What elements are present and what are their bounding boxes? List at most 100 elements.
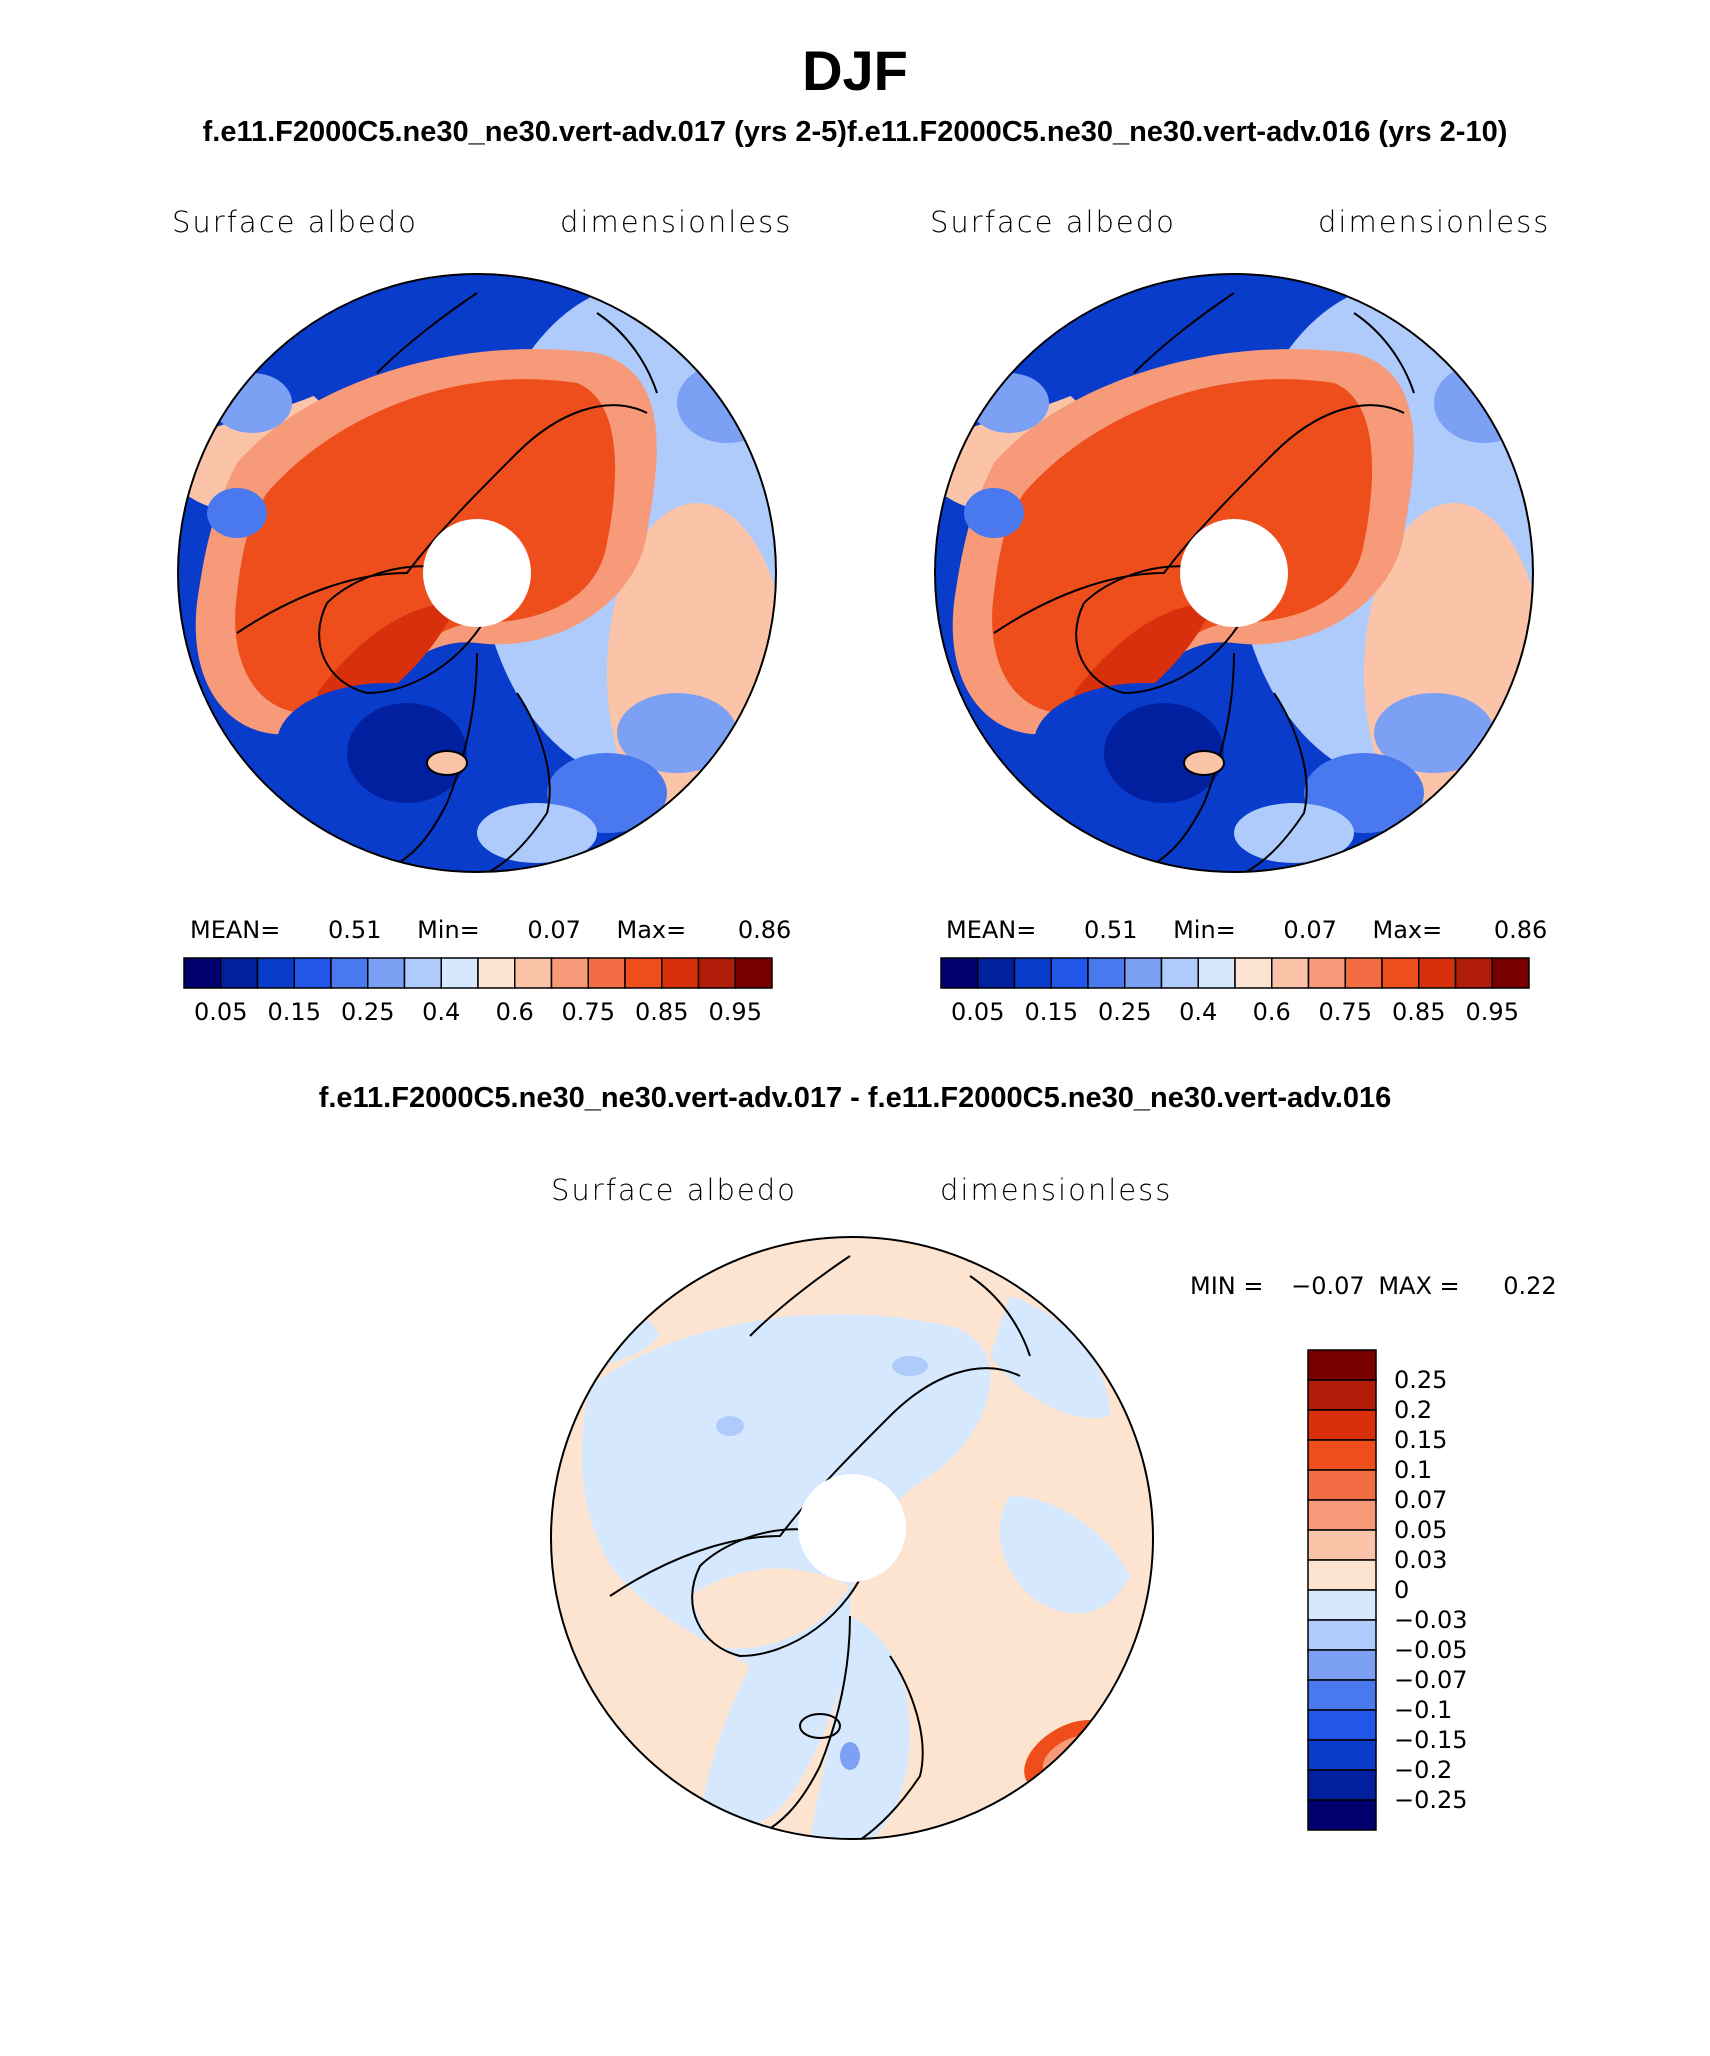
colorbar-tick-label: 0.4 <box>422 998 461 1026</box>
colorbar-tick-label: −0.1 <box>1394 1696 1453 1724</box>
colorbar-swatch <box>1381 957 1420 989</box>
left-min-label: Min= <box>417 916 480 944</box>
left-colorbar <box>183 957 773 989</box>
diff-polar-map <box>550 1236 1154 1840</box>
colorbar-tick-label: 0.75 <box>561 998 615 1026</box>
colorbar-swatch <box>940 957 979 989</box>
diff-min-value: −0.07 <box>1291 1272 1365 1300</box>
colorbar-tick-label: 0.85 <box>1392 998 1446 1026</box>
colorbar-swatch <box>1307 1709 1377 1741</box>
colorbar-swatch <box>1307 1799 1377 1831</box>
colorbar-swatch <box>183 957 222 989</box>
colorbar-swatch <box>477 957 516 989</box>
colorbar-tick-label: 0.15 <box>1024 998 1078 1026</box>
right-max-value: 0.86 <box>1493 916 1548 944</box>
colorbar-swatch <box>1307 1739 1377 1771</box>
colorbar-tick-label: 0.07 <box>1394 1486 1448 1514</box>
colorbar-swatch <box>1307 1769 1377 1801</box>
subtitle-left: f.e11.F2000C5.ne30_ne30.vert-adv.017 (yr… <box>202 116 847 148</box>
colorbar-swatch <box>403 957 442 989</box>
left-max-label: Max= <box>616 916 687 944</box>
colorbar-tick-label: 0.1 <box>1394 1456 1433 1484</box>
colorbar-swatch <box>256 957 295 989</box>
figure-subtitle: f.e11.F2000C5.ne30_ne30.vert-adv.017 (yr… <box>0 116 1710 149</box>
subtitle-right: f.e11.F2000C5.ne30_ne30.vert-adv.016 (yr… <box>846 116 1508 148</box>
colorbar-swatch <box>1160 957 1199 989</box>
right-colorbar-ticks: 0.05 0.15 0.25 0.4 0.6 0.75 0.85 0.95 <box>941 998 1529 1028</box>
colorbar-tick-label: 0.15 <box>267 998 321 1026</box>
colorbar-swatch <box>734 957 773 989</box>
colorbar-swatch <box>977 957 1016 989</box>
colorbar-tick-label: −0.05 <box>1394 1636 1468 1664</box>
colorbar-tick-label: −0.07 <box>1394 1666 1468 1694</box>
colorbar-swatch <box>1197 957 1236 989</box>
colorbar-tick-label: 0.95 <box>708 998 762 1026</box>
right-polar-map <box>934 273 1534 873</box>
colorbar-tick-label: −0.25 <box>1394 1786 1468 1814</box>
colorbar-swatch <box>1307 1589 1377 1621</box>
colorbar-swatch <box>1050 957 1089 989</box>
colorbar-swatch <box>1307 957 1346 989</box>
colorbar-swatch <box>367 957 406 989</box>
colorbar-swatch <box>220 957 259 989</box>
diff-panel-units: dimensionless <box>940 1173 1173 1207</box>
right-min-label: Min= <box>1173 916 1236 944</box>
colorbar-tick-label: 0.25 <box>1394 1366 1448 1394</box>
colorbar-swatch <box>1307 1409 1377 1441</box>
colorbar-swatch <box>1307 1559 1377 1591</box>
diff-max-label: MAX = <box>1378 1272 1460 1300</box>
colorbar-swatch <box>1307 1469 1377 1501</box>
colorbar-swatch <box>514 957 553 989</box>
right-mean-value: 0.51 <box>1084 916 1138 944</box>
right-max-label: Max= <box>1372 916 1443 944</box>
left-max-value: 0.86 <box>737 916 792 944</box>
colorbar-swatch <box>1454 957 1493 989</box>
left-polar-map <box>177 273 777 873</box>
colorbar-tick-label: 0.25 <box>1098 998 1152 1026</box>
colorbar-tick-label: 0.75 <box>1318 998 1372 1026</box>
right-panel-title: Surface albedo <box>930 205 1176 239</box>
colorbar-tick-label: 0.6 <box>1252 998 1291 1026</box>
colorbar-swatch <box>1344 957 1383 989</box>
diff-colorbar-ticks: 0.25 0.2 0.15 0.1 0.07 0.05 0.03 0 −0.03 −0.05 −0.… <box>1394 1350 1514 1830</box>
colorbar-tick-label: −0.2 <box>1394 1756 1453 1784</box>
left-colorbar-ticks: 0.05 0.15 0.25 0.4 0.6 0.75 0.85 0.95 <box>184 998 772 1028</box>
colorbar-swatch <box>293 957 332 989</box>
colorbar-tick-label: 0.25 <box>341 998 395 1026</box>
left-min-value: 0.07 <box>527 916 581 944</box>
colorbar-swatch <box>1271 957 1310 989</box>
colorbar-swatch <box>1491 957 1530 989</box>
colorbar-swatch <box>1418 957 1457 989</box>
colorbar-tick-label: 0.03 <box>1394 1546 1448 1574</box>
colorbar-swatch <box>697 957 736 989</box>
colorbar-swatch <box>1307 1529 1377 1561</box>
diff-stats: MIN = −0.07 MAX = 0.22 <box>1190 1272 1557 1300</box>
diff-min-label: MIN = <box>1190 1272 1264 1300</box>
colorbar-tick-label: 0.85 <box>635 998 689 1026</box>
colorbar-swatch <box>624 957 663 989</box>
colorbar-swatch <box>1307 1379 1377 1411</box>
colorbar-tick-label: −0.03 <box>1394 1606 1468 1634</box>
left-mean-value: 0.51 <box>328 916 382 944</box>
colorbar-tick-label: −0.15 <box>1394 1726 1468 1754</box>
colorbar-swatch <box>440 957 479 989</box>
colorbar-swatch <box>1307 1619 1377 1651</box>
colorbar-tick-label: 0.2 <box>1394 1396 1433 1424</box>
colorbar-swatch <box>661 957 700 989</box>
diff-panel-title: Surface albedo <box>551 1173 797 1207</box>
colorbar-swatch <box>587 957 626 989</box>
colorbar-swatch <box>1124 957 1163 989</box>
left-panel-units: dimensionless <box>560 205 793 239</box>
right-mean-label: MEAN= <box>946 916 1037 944</box>
diff-colorbar <box>1307 1349 1377 1831</box>
colorbar-tick-label: 0.15 <box>1394 1426 1448 1454</box>
right-min-value: 0.07 <box>1283 916 1337 944</box>
colorbar-tick-label: 0.05 <box>1394 1516 1448 1544</box>
left-stats: MEAN= 0.51 Min= 0.07 Max= 0.86 <box>190 916 791 944</box>
colorbar-swatch <box>1307 1349 1377 1381</box>
figure-title: DJF <box>802 39 908 102</box>
colorbar-swatch <box>1087 957 1126 989</box>
colorbar-tick-label: 0.4 <box>1179 998 1218 1026</box>
colorbar-tick-label: 0.05 <box>951 998 1005 1026</box>
colorbar-swatch <box>1307 1439 1377 1471</box>
